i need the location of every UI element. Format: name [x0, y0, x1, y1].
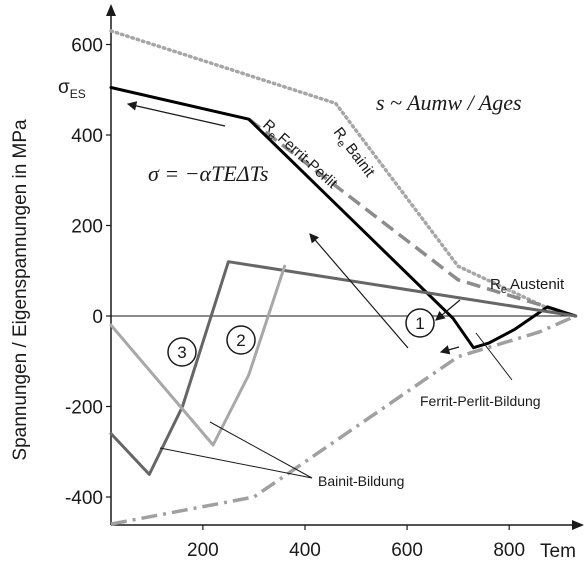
- circle-marker-2: 2: [226, 325, 256, 355]
- arrow-ferrit: [435, 299, 461, 321]
- arrow-cooling-top: [126, 101, 226, 127]
- circle-marker-1: 1: [405, 308, 435, 338]
- re-austenit-label: Re Austenit: [490, 276, 565, 296]
- circle-3-number: 3: [177, 343, 186, 362]
- re-austenit-prefix: R: [490, 276, 501, 293]
- circle-1-shape: [405, 308, 435, 338]
- re-bainit-text: Bainit: [342, 140, 379, 181]
- x-tick-label: 800: [493, 540, 525, 561]
- y-tick-label: -400: [65, 488, 103, 509]
- series-layer: [109, 29, 578, 526]
- formula-s: s ~ Aumw / Ages: [376, 90, 522, 115]
- series-line-path-3: [109, 260, 578, 476]
- x-tick-label: 200: [187, 540, 219, 561]
- re-ferrit-label: ReFerrit-Perlit: [257, 116, 341, 194]
- sigma-es-label: σES: [58, 77, 86, 101]
- leader-bainit-2: [159, 447, 313, 479]
- y-tick-label: 400: [71, 126, 103, 147]
- arrow-diagonal: [309, 233, 409, 349]
- circle-2-number: 2: [236, 331, 245, 350]
- y-tick-label: 0: [92, 307, 103, 328]
- sigma-es-symbol: σ: [58, 77, 70, 98]
- x-axis-title: Tem: [540, 541, 576, 562]
- y-axis-arrow: [106, 4, 116, 16]
- bainit-bildung-label: Bainit-Bildung: [318, 473, 404, 489]
- re-austenit-text: Austenit: [510, 276, 565, 293]
- series-line-re-austenit: [110, 314, 577, 526]
- sigma-es-subscript: ES: [70, 87, 86, 101]
- re-ferrit-text: Ferrit-Perlit: [274, 130, 341, 193]
- circle-3-shape: [167, 337, 197, 367]
- x-axis-arrow: [572, 520, 584, 530]
- x-tick-label: 400: [289, 540, 321, 561]
- circle-2-shape: [226, 325, 256, 355]
- leader-bainit-1: [209, 421, 313, 479]
- y-axis-title: Spannungen / Eigenspannungen in MPa: [10, 119, 31, 461]
- x-tick-label: 600: [391, 540, 423, 561]
- circle-1-number: 1: [415, 314, 424, 333]
- arrow-austenit: [439, 345, 460, 355]
- y-tick-group: 600 400 200 0 -200 -400: [65, 36, 111, 509]
- ferrit-bildung-label: Ferrit-Perlit-Bildung: [420, 393, 541, 409]
- leader-ferrit-bildung: [475, 332, 513, 381]
- re-austenit-sub: e: [501, 284, 507, 296]
- y-tick-label: -200: [65, 398, 103, 419]
- y-tick-label: 200: [71, 217, 103, 238]
- circle-marker-3: 3: [167, 337, 197, 367]
- y-tick-label: 600: [71, 36, 103, 57]
- formula-sigma: σ = −αTEΔTs: [148, 161, 268, 186]
- series-line-path-2: [109, 264, 287, 447]
- x-tick-group: 200 400 600 800: [187, 525, 525, 561]
